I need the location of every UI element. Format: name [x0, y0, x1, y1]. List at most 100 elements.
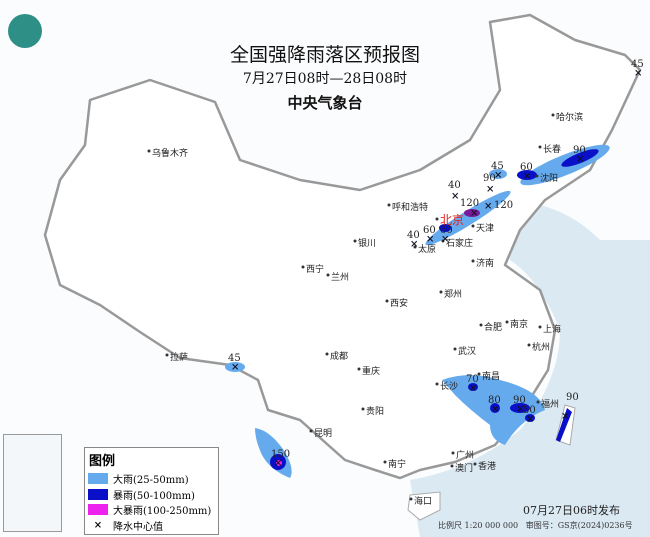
city-label: 南京 [510, 318, 528, 330]
rain-center-value: 40 [407, 230, 420, 241]
city-label: 石家庄 [446, 237, 473, 249]
rain-center-marker: × [486, 184, 494, 195]
city-label: 西宁 [306, 263, 324, 275]
rain-center-marker: × [426, 234, 434, 245]
city-label: 杭州 [532, 341, 550, 353]
city-dot [383, 460, 387, 464]
city-label: 成都 [330, 350, 348, 362]
city-dot [471, 224, 475, 228]
city-dot [435, 217, 439, 221]
city-label: 贵阳 [366, 405, 384, 417]
legend-label: 暴雨(50-100mm) [113, 490, 195, 502]
city-label: 澳门 [455, 462, 473, 474]
sea [410, 200, 650, 537]
rain-center-value: 70 [466, 374, 479, 385]
city-dot [477, 372, 481, 376]
city-dot [385, 299, 389, 303]
city-label: 拉萨 [170, 351, 188, 363]
city-dot [439, 290, 443, 294]
rain-areas [225, 144, 610, 478]
legend-item-severe: 大暴雨(100-250mm) [88, 502, 218, 518]
city-dot [325, 352, 329, 356]
city-label: 哈尔滨 [556, 111, 583, 123]
rain-center-marker: × [484, 201, 492, 212]
china-border [43, 13, 642, 480]
legend-label: 大暴雨(100-250mm) [113, 506, 212, 518]
city-label: 沈阳 [540, 172, 558, 184]
rain-center-marker: × [516, 404, 524, 415]
city-label: 合肥 [484, 321, 502, 333]
rain-center-marker: × [634, 68, 642, 79]
rain-center-value: 150 [271, 449, 290, 460]
city-dot [535, 174, 539, 178]
city-dot [387, 203, 391, 207]
city-label: 太原 [418, 243, 436, 255]
city-dot [551, 113, 555, 117]
city-dot [451, 451, 455, 455]
city-dot [147, 149, 151, 153]
rain-center-marker: × [494, 170, 502, 181]
rain-center-marker: × [274, 458, 282, 469]
rain-center-marker: × [470, 208, 478, 219]
city-dot [301, 265, 305, 269]
rain-center-value: 80 [488, 395, 501, 406]
city-label: 南宁 [388, 458, 406, 470]
rain-center-value: 120 [460, 198, 479, 209]
rain-center-value: 45 [228, 353, 241, 364]
rain-center-marker: × [451, 191, 459, 202]
city-label: 海口 [414, 495, 432, 507]
rain-center-marker: × [561, 411, 569, 422]
rain-centers: ×45×90×60×45×90×40× 120×120×60×60×40×45×1… [228, 59, 644, 469]
city-label: 呼和浩特 [392, 201, 428, 213]
city-label: 昆明 [314, 428, 332, 439]
city-dot [536, 400, 540, 404]
city-label: 兰州 [331, 271, 349, 283]
scale-and-review: 比例尺 1:20 000 000 审图号：GS京(2024)0236号 [438, 520, 633, 531]
rain-center-marker: × [576, 154, 584, 165]
rain-center-marker: × [231, 362, 239, 373]
rain-center-value: 60 [520, 162, 533, 173]
rain-center-marker: × [469, 383, 477, 394]
rain-center-marker: × [523, 171, 531, 182]
city-dot [479, 323, 483, 327]
cma-logo [8, 14, 42, 48]
city-dot [353, 239, 357, 243]
legend-item-heavy: 大雨(25-50mm) [88, 471, 218, 487]
publish-time: 07月27日06时发布 [523, 504, 620, 517]
city-dot [361, 407, 365, 411]
city-dot [538, 145, 542, 149]
rain-center-value: 90 [566, 392, 579, 403]
legend-label: 大雨(25-50mm) [113, 475, 189, 487]
rain-center-value: 90 [513, 395, 526, 406]
legend-title: 图例 [89, 454, 116, 469]
legend-item-center: × 降水中心值 [88, 518, 218, 534]
city-dot [505, 320, 509, 324]
city-label: 长沙 [440, 380, 458, 392]
city-label: 福州 [541, 398, 559, 410]
city-label: 济南 [476, 257, 494, 269]
city-label: 广州 [456, 449, 474, 461]
rain-center-value: 60 [423, 225, 436, 236]
rain-center-value: 50 [523, 405, 536, 416]
city-dot [453, 347, 457, 351]
south-china-sea-inset [3, 434, 62, 532]
rain-center-value: 40 [448, 180, 461, 191]
rain-center-marker: × [526, 414, 534, 425]
city-dot [309, 429, 313, 433]
city-label: 银川 [358, 237, 376, 249]
city-label: 天津 [476, 223, 494, 234]
legend: 图例 大雨(25-50mm) 暴雨(50-100mm) 大暴雨(100-250m… [84, 447, 219, 535]
city-label: 南昌 [482, 370, 500, 382]
city-label: 武汉 [458, 345, 476, 357]
city-dot [326, 273, 330, 277]
city-dot [450, 464, 454, 468]
city-label: 乌鲁木齐 [152, 147, 188, 159]
city-label: 郑州 [444, 288, 462, 300]
legend-item-storm: 暴雨(50-100mm) [88, 487, 218, 503]
scale-text: 比例尺 1:20 000 000 [438, 521, 519, 530]
city-dot [435, 382, 439, 386]
map-agency: 中央气象台 [287, 94, 363, 112]
cross-icon: × [93, 519, 103, 531]
city-dot [473, 462, 477, 466]
hainan [407, 491, 441, 521]
